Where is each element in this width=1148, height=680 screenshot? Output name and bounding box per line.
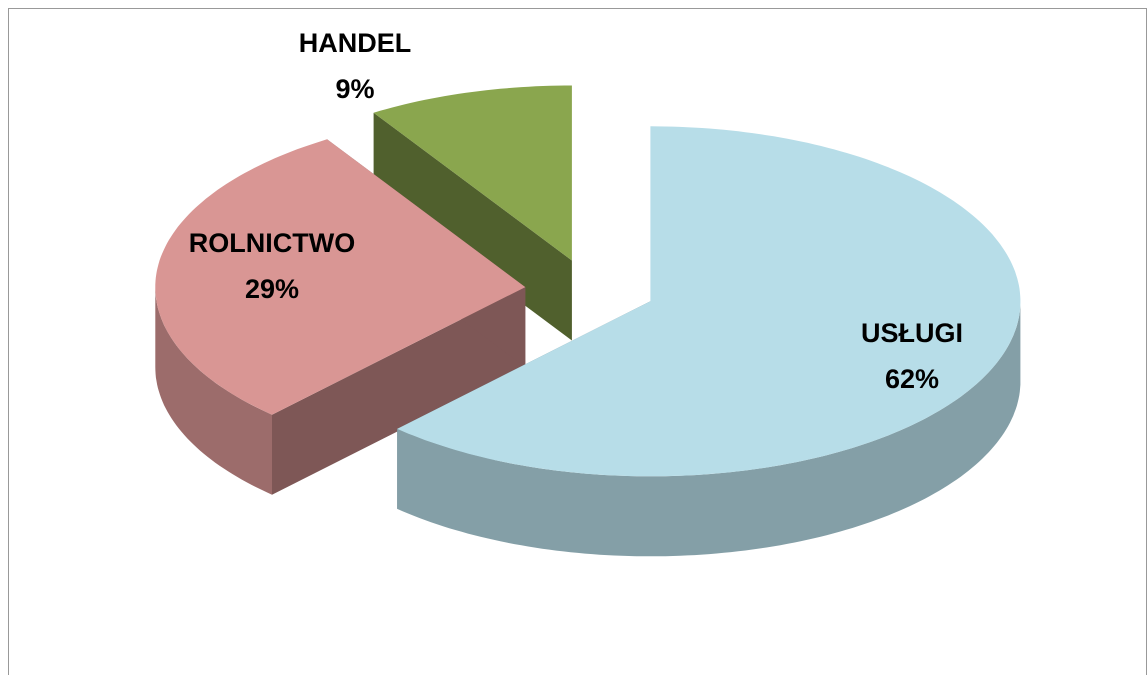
slice-side [272,287,526,495]
slice-side [373,112,572,341]
slice-value-label: 9% [335,74,374,104]
slice [373,85,572,261]
slice [397,126,1021,477]
slice-value-label: 29% [245,274,299,304]
slice-label: ROLNICTWO [189,228,355,258]
slice [155,139,526,415]
slice-label: USŁUGI [861,318,963,348]
slice-label: HANDEL [299,28,412,58]
slice-value-label: 62% [885,364,939,394]
slice-edge [397,301,1021,557]
slice-edge [155,287,272,495]
chart-frame [8,8,1147,680]
